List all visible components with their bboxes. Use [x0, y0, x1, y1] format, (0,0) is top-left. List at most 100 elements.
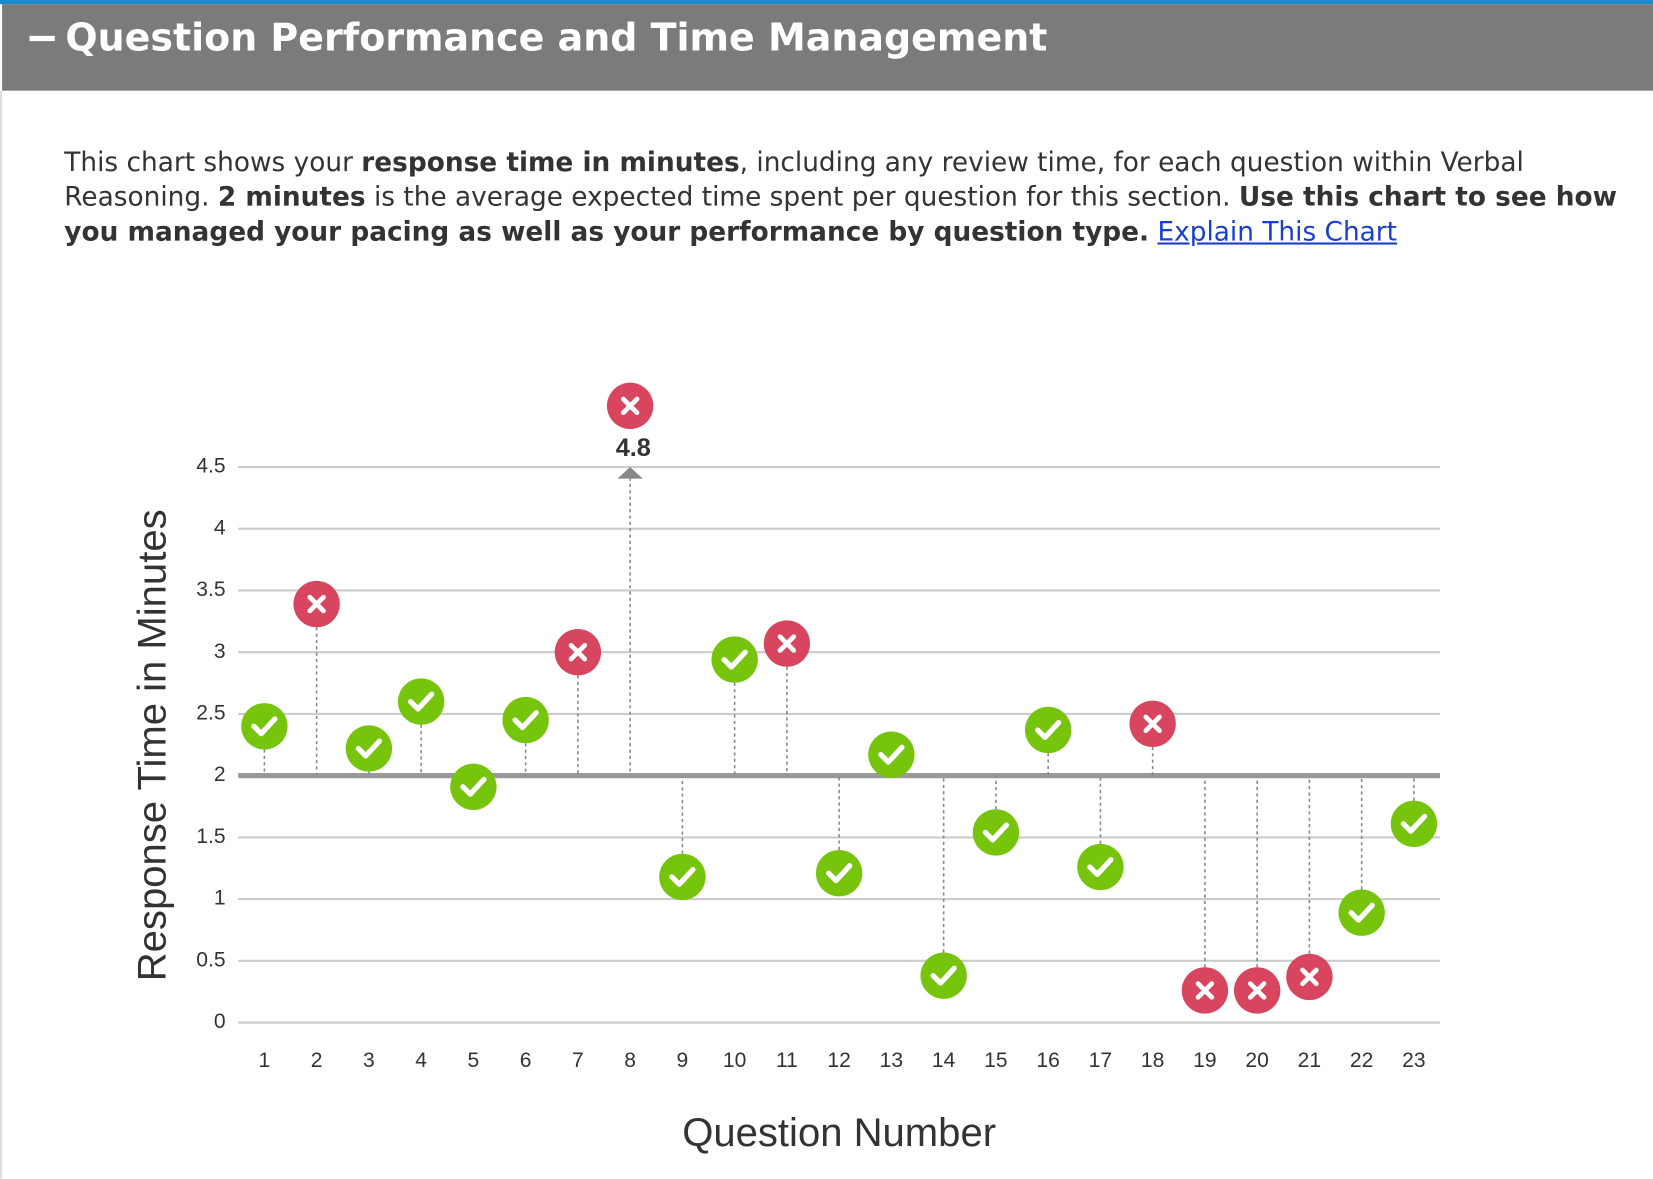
x-tick-label: 8: [624, 1049, 636, 1072]
marker-circle: [659, 853, 706, 901]
y-tick-label: 0: [214, 1010, 226, 1033]
correct-marker: [1024, 706, 1072, 754]
x-tick-label: 3: [363, 1049, 375, 1072]
marker-circle: [345, 725, 393, 772]
incorrect-marker: [1233, 967, 1281, 1014]
x-tick-label: 6: [520, 1049, 532, 1072]
check-icon: [460, 776, 487, 797]
correct-marker: [1077, 843, 1124, 891]
check-icon: [930, 965, 957, 986]
marker-circle: [502, 696, 549, 744]
correct-marker: [920, 952, 967, 999]
incorrect-marker: [606, 382, 654, 430]
marker-circle: [397, 678, 445, 725]
panel-border: [0, 90, 3, 1179]
marker-circle: [1338, 889, 1385, 936]
incorrect-marker: [763, 620, 811, 667]
text: This chart shows your: [64, 146, 353, 178]
y-tick-label: 2: [214, 763, 226, 786]
check-icon: [251, 716, 278, 737]
x-tick-label: 20: [1245, 1049, 1268, 1072]
y-tick-label: 4.5: [196, 455, 225, 478]
correct-marker: [1338, 889, 1385, 936]
marker-circle: [1024, 706, 1072, 754]
y-axis-title: Response Time in Minutes: [131, 509, 175, 981]
check-icon: [721, 649, 748, 670]
description: This chart shows your response time in m…: [64, 144, 1635, 248]
correct-marker: [659, 853, 706, 901]
y-tick-label: 2.5: [196, 701, 225, 724]
marker-circle: [450, 763, 497, 810]
check-icon: [982, 822, 1010, 843]
section-header[interactable]: Question Performance and Time Management: [2, 4, 1653, 91]
correct-marker: [1390, 800, 1438, 847]
incorrect-marker: [1286, 953, 1333, 1001]
x-tick-label: 22: [1350, 1049, 1373, 1072]
x-icon: [777, 634, 797, 653]
correct-marker: [345, 725, 393, 772]
correct-marker: [868, 731, 915, 778]
overflow-arrow: [617, 467, 643, 479]
x-tick-label: 13: [880, 1049, 903, 1072]
explain-link[interactable]: Explain This Chart: [1157, 216, 1397, 247]
bold-text: Use this chart to see how you managed yo…: [64, 181, 1617, 247]
bold-text: response time in minutes: [361, 146, 740, 178]
marker-circle: [972, 809, 1020, 856]
check-icon: [878, 744, 905, 765]
correct-marker: [972, 809, 1020, 856]
x-tick-label: 21: [1298, 1049, 1321, 1072]
bold-text: 2 minutes: [217, 181, 366, 212]
marker-circle: [1390, 800, 1438, 847]
x-tick-label: 2: [311, 1049, 323, 1072]
marker-circle: [920, 952, 967, 999]
x-tick-label: 23: [1402, 1049, 1425, 1072]
x-tick-label: 15: [984, 1049, 1007, 1072]
x-tick-label: 16: [1036, 1049, 1059, 1072]
marker-circle: [241, 703, 288, 750]
x-icon: [1300, 967, 1319, 987]
check-icon: [1034, 719, 1062, 740]
incorrect-marker: [1181, 967, 1229, 1014]
x-tick-label: 10: [723, 1049, 746, 1072]
text: is the average expected time spent per q…: [373, 181, 1231, 212]
text: , including any review time, for each qu…: [64, 146, 1524, 212]
value-label: 4.8: [616, 434, 651, 462]
check-icon: [512, 710, 539, 731]
x-tick-label: 5: [468, 1049, 480, 1072]
correct-marker: [397, 678, 445, 725]
x-icon: [1247, 981, 1267, 1000]
check-icon: [355, 738, 383, 759]
x-icon: [1143, 714, 1162, 734]
section-title: Question Performance and Time Management: [65, 16, 1048, 61]
x-tick-label: 11: [776, 1049, 798, 1072]
correct-marker: [241, 703, 288, 750]
x-tick-label: 17: [1089, 1049, 1112, 1072]
check-icon: [1087, 857, 1114, 878]
incorrect-marker: [554, 629, 602, 676]
y-tick-label: 1: [214, 887, 226, 910]
x-icon: [307, 594, 326, 614]
collapse-icon[interactable]: [29, 35, 55, 42]
x-tick-label: 1: [259, 1049, 271, 1072]
y-tick-label: 3.5: [196, 578, 225, 601]
y-tick-label: 1.5: [196, 825, 225, 848]
check-icon: [1400, 813, 1428, 834]
x-axis-title: Question Number: [682, 1111, 996, 1155]
check-icon: [1348, 902, 1375, 923]
correct-marker: [450, 763, 497, 810]
x-tick-label: 18: [1141, 1049, 1164, 1072]
y-tick-label: 4: [214, 516, 226, 539]
incorrect-marker: [1129, 700, 1176, 747]
correct-marker: [711, 636, 758, 683]
y-tick-label: 0.5: [196, 948, 225, 971]
x-tick-label: 19: [1193, 1049, 1216, 1072]
x-icon: [568, 642, 588, 662]
check-icon: [407, 691, 435, 712]
x-tick-label: 14: [932, 1049, 956, 1072]
x-tick-label: 4: [415, 1049, 427, 1072]
marker-circle: [1077, 843, 1124, 891]
correct-marker: [502, 696, 549, 744]
check-icon: [669, 866, 696, 887]
x-icon: [1195, 981, 1215, 1000]
